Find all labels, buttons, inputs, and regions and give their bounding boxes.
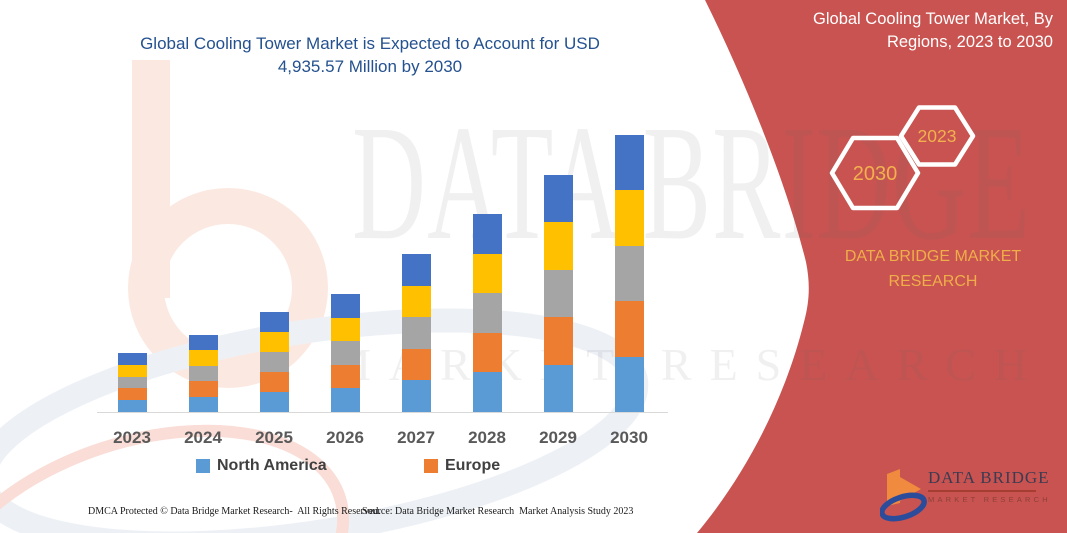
banner-title: Global Cooling Tower Market, By Regions,… <box>813 10 1053 51</box>
x-tick-2025: 2025 <box>255 428 293 447</box>
x-tick-2026: 2026 <box>326 428 364 447</box>
hexagon-2023-label: 2023 <box>918 126 957 146</box>
dbmr-logo-monogram-icon <box>880 469 927 522</box>
bar-chart-plot <box>97 129 668 413</box>
banner-hexagons: 2030 2023 <box>829 105 976 211</box>
bar-segment <box>543 269 573 318</box>
bar-segment <box>472 253 502 294</box>
bar-segment <box>614 245 644 302</box>
logo-tagline: MARKET RESEARCH <box>928 495 1051 504</box>
logo-divider <box>928 490 1036 492</box>
bar-segment-north-america <box>614 356 644 412</box>
bar-segment <box>188 335 218 351</box>
bar-2023 <box>117 353 147 412</box>
bar-segment-north-america <box>401 380 431 412</box>
x-tick-2029: 2029 <box>539 428 577 447</box>
logo-brand-name: DATA BRIDGE <box>928 468 1050 487</box>
legend-swatch-europe <box>424 459 438 473</box>
chart-legend: North America Europe <box>0 458 760 478</box>
bar-segment <box>543 222 573 270</box>
watermark-swoosh-pink <box>0 424 350 533</box>
x-axis-labels: 2023 2024 2025 2026 2027 2028 2029 2030 <box>0 428 1067 450</box>
bar-segment-europe <box>472 332 502 373</box>
bar-segment-north-america <box>543 364 573 412</box>
dbmr-logo: DATA BRIDGE MARKET RESEARCH <box>880 458 1050 522</box>
bar-segment <box>401 317 431 349</box>
chart-title: Global Cooling Tower Market is Expected … <box>140 34 600 76</box>
legend-item-north-america: North America <box>196 458 327 474</box>
bar-segment <box>259 312 289 332</box>
footer-source: Source: Data Bridge Market Research Mark… <box>362 506 634 517</box>
bar-segment <box>401 285 431 318</box>
bar-segment-europe <box>330 364 360 389</box>
bar-segment-north-america <box>259 392 289 412</box>
bar-segment <box>472 214 502 254</box>
bar-segment-north-america <box>472 372 502 412</box>
hexagon-2030-shape <box>829 135 921 211</box>
bar-2024 <box>188 335 218 412</box>
bar-segment-north-america <box>188 396 218 412</box>
legend-label-north-america: North America <box>217 457 327 474</box>
bar-segment <box>543 175 573 223</box>
x-tick-2023: 2023 <box>113 428 151 447</box>
x-axis-line <box>97 412 668 413</box>
bar-segment <box>330 317 360 342</box>
banner-brand-text: DATA BRIDGE MARKET RESEARCH <box>844 248 1022 290</box>
bar-segment-europe <box>543 317 573 365</box>
hexagon-2023-shape <box>898 105 976 167</box>
bar-segment <box>472 293 502 333</box>
bar-2028 <box>472 214 502 412</box>
hexagon-2030-label: 2030 <box>853 163 898 185</box>
bar-segment <box>117 353 147 365</box>
bar-2027 <box>401 253 431 412</box>
legend-swatch-north-america <box>196 459 210 473</box>
bar-segment <box>188 350 218 366</box>
logo-swoosh <box>880 492 927 522</box>
bar-segment <box>117 364 147 377</box>
bar-segment <box>330 293 360 318</box>
bar-segment <box>259 332 289 352</box>
logo-text-block: DATA BRIDGE MARKET RESEARCH <box>928 468 1051 504</box>
legend-item-europe: Europe <box>424 458 500 474</box>
bar-segment-europe <box>188 381 218 397</box>
bar-segment <box>259 352 289 372</box>
bar-2029 <box>543 175 573 412</box>
bar-segment-north-america <box>117 400 147 412</box>
bar-segment-europe <box>117 388 147 401</box>
bar-segment <box>614 190 644 246</box>
bar-segment <box>401 253 431 286</box>
footer-copyright: DMCA Protected © Data Bridge Market Rese… <box>88 506 381 517</box>
x-tick-2030: 2030 <box>610 428 648 447</box>
bar-2030 <box>614 135 644 412</box>
x-tick-2024: 2024 <box>184 428 222 447</box>
x-tick-2027: 2027 <box>397 428 435 447</box>
bar-segment <box>330 341 360 365</box>
legend-label-europe: Europe <box>445 457 501 474</box>
bar-segment <box>188 365 218 382</box>
bar-segment-europe <box>259 372 289 392</box>
bar-segment-north-america <box>330 388 360 412</box>
x-tick-2028: 2028 <box>468 428 506 447</box>
bar-2026 <box>330 293 360 412</box>
bar-segment <box>614 135 644 191</box>
bar-segment <box>117 376 147 389</box>
bar-segment-europe <box>614 301 644 357</box>
bar-segment-europe <box>401 348 431 381</box>
bar-2025 <box>259 312 289 412</box>
watermark-b-bowl <box>128 188 328 388</box>
